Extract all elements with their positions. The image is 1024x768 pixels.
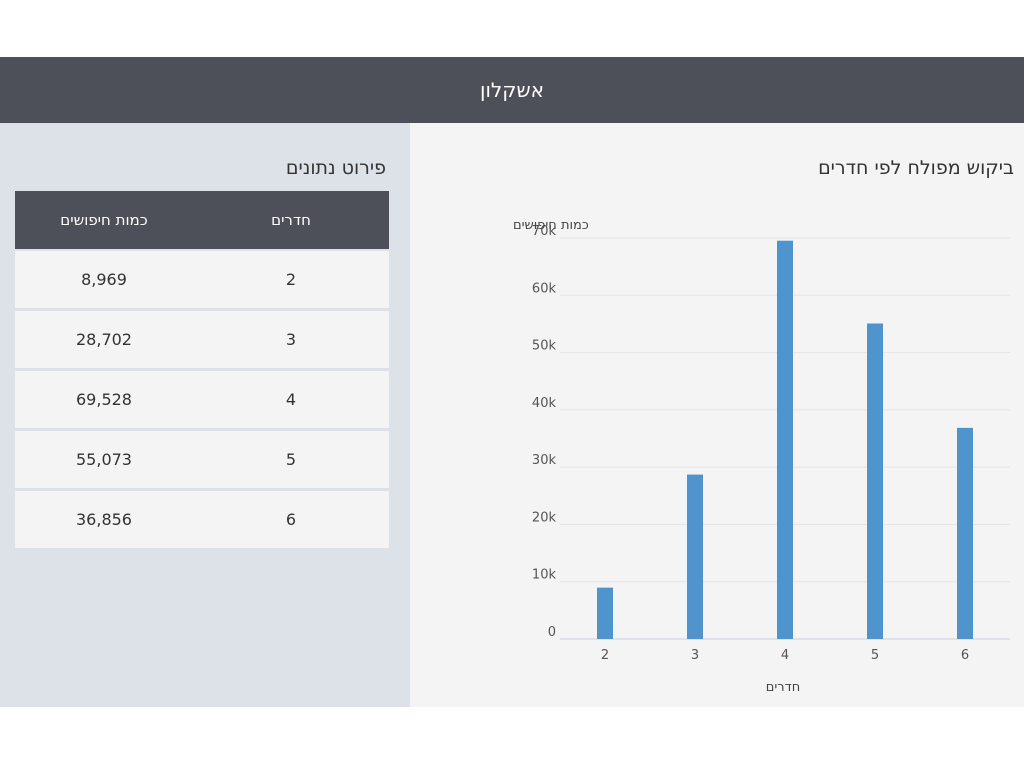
data-table-panel: פירוט נתונים חדרים כמות חיפושים 2 8,969 … bbox=[0, 123, 410, 707]
x-axis-label: חדרים bbox=[766, 680, 800, 695]
y-tick-labels: 0 10k 20k 30k 40k 50k 60k 70k bbox=[532, 224, 557, 640]
y-tick-label: 0 bbox=[548, 625, 556, 640]
x-tick-label: 3 bbox=[691, 648, 699, 663]
header-count: כמות חיפושים bbox=[60, 211, 148, 229]
header-rooms: חדרים bbox=[271, 211, 311, 229]
data-table: חדרים כמות חיפושים 2 8,969 3 28,702 4 69… bbox=[15, 191, 389, 548]
x-tick-label: 6 bbox=[961, 648, 969, 663]
y-tick-label: 20k bbox=[532, 510, 557, 525]
table-row: 3 28,702 bbox=[15, 311, 389, 368]
cell-count: 69,528 bbox=[76, 390, 132, 409]
table-header: חדרים כמות חיפושים bbox=[15, 191, 389, 249]
table-row: 4 69,528 bbox=[15, 371, 389, 428]
chart-title: ביקוש מפולח לפי חדרים bbox=[818, 157, 1014, 179]
y-axis-label: כמות חיפושים bbox=[513, 218, 589, 233]
header-bar: אשקלון bbox=[0, 57, 1024, 123]
cell-count: 28,702 bbox=[76, 330, 132, 349]
bar-5 bbox=[867, 323, 883, 639]
chart-panel: ביקוש מפולח לפי חדרים 0 10k 20k 30k 40k 50k 60… bbox=[410, 123, 1024, 707]
table-row: 6 36,856 bbox=[15, 491, 389, 548]
bar-2 bbox=[597, 587, 613, 639]
cell-rooms: 5 bbox=[285, 450, 297, 469]
page-title: אשקלון bbox=[480, 78, 544, 102]
table-row: 2 8,969 bbox=[15, 251, 389, 308]
bar-3 bbox=[687, 474, 703, 639]
y-tick-label: 40k bbox=[532, 396, 557, 411]
table-row: 5 55,073 bbox=[15, 431, 389, 488]
cell-count: 36,856 bbox=[76, 510, 132, 529]
table-title: פירוט נתונים bbox=[285, 157, 386, 179]
bar-chart: 0 10k 20k 30k 40k 50k 60k 70k 2 3 4 5 6 כמות חיפושי… bbox=[513, 218, 1010, 695]
y-tick-label: 60k bbox=[532, 281, 557, 296]
bar-6 bbox=[957, 427, 973, 639]
y-tick-label: 10k bbox=[532, 568, 557, 583]
y-tick-label: 70k bbox=[532, 224, 557, 239]
cell-rooms: 6 bbox=[285, 510, 297, 529]
bars bbox=[597, 240, 973, 639]
y-tick-label: 50k bbox=[532, 339, 557, 354]
x-tick-labels: 2 3 4 5 6 bbox=[601, 648, 969, 663]
y-tick-label: 30k bbox=[532, 453, 557, 468]
x-tick-label: 2 bbox=[601, 648, 609, 663]
cell-rooms: 4 bbox=[285, 390, 297, 409]
cell-rooms: 2 bbox=[285, 270, 297, 289]
x-tick-label: 4 bbox=[781, 648, 789, 663]
cell-count: 55,073 bbox=[76, 450, 132, 469]
cell-count: 8,969 bbox=[81, 270, 127, 289]
bar-4 bbox=[777, 240, 793, 639]
cell-rooms: 3 bbox=[285, 330, 297, 349]
x-tick-label: 5 bbox=[871, 648, 879, 663]
